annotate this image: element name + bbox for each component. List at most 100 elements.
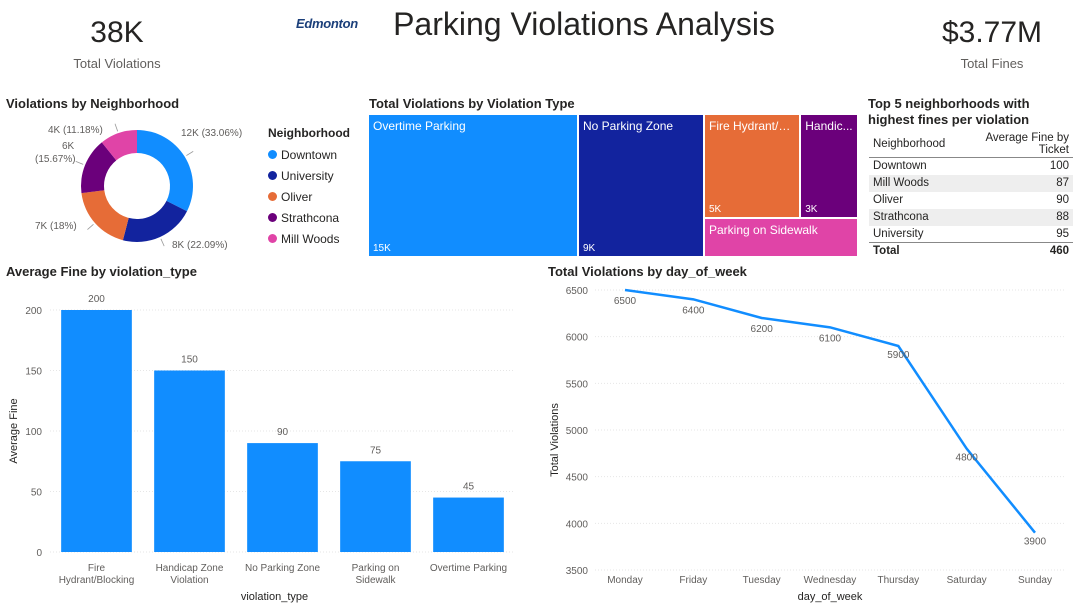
- treemap-title: Total Violations by Violation Type: [369, 96, 575, 111]
- legend-item-university[interactable]: University: [268, 165, 350, 186]
- bar-y-tick: 200: [25, 306, 42, 317]
- table-row: Strathcona 88: [869, 208, 1073, 226]
- table-cell-avg-fine: 88: [949, 208, 1073, 226]
- bar-data-label: 150: [181, 355, 198, 366]
- treemap-label: No Parking Zone: [583, 119, 674, 133]
- donut-label-3-pct: (15.67%): [35, 154, 76, 165]
- table-total-row: Total 460: [869, 242, 1073, 260]
- table-total-label: Total: [869, 242, 950, 260]
- donut-label-4: 4K (11.18%): [48, 125, 103, 136]
- legend-item-downtown[interactable]: Downtown: [268, 144, 350, 165]
- legend-item-mill-woods[interactable]: Mill Woods: [268, 228, 350, 249]
- bar-x-tick: Overtime Parking: [430, 563, 507, 574]
- donut-slice-downtown[interactable]: [137, 130, 193, 212]
- table-cell-neighborhood: Downtown: [873, 160, 927, 173]
- treemap-cell-no-parking-zone[interactable]: No Parking Zone 9K: [579, 115, 703, 256]
- bar-y-tick: 0: [36, 548, 42, 559]
- treemap-label: Overtime Parking: [373, 119, 466, 133]
- table-row: Downtown 100: [869, 158, 1073, 175]
- bar-title: Average Fine by violation_type: [6, 264, 197, 279]
- bar-x-tick: Hydrant/Blocking: [59, 575, 135, 586]
- bar-x-axis-label: violation_type: [241, 591, 308, 603]
- line-data-label: 6400: [682, 305, 705, 316]
- total-violations-value: 38K: [90, 16, 144, 49]
- bar-x-tick: Fire: [88, 563, 106, 574]
- total-fines-value: $3.77M: [941, 16, 1043, 49]
- legend-label: Oliver: [281, 189, 313, 204]
- bar-3[interactable]: [340, 461, 411, 552]
- line-x-tick: Tuesday: [743, 575, 781, 586]
- bar-0[interactable]: [61, 310, 132, 552]
- treemap-value: 5K: [709, 204, 722, 215]
- legend-dot: [268, 234, 277, 243]
- top5-title: Top 5 neighborhoods with highest fines p…: [868, 96, 1030, 127]
- donut-slice-oliver[interactable]: [81, 190, 129, 241]
- legend-title: Neighborhood: [268, 126, 350, 140]
- legend-dot: [268, 192, 277, 201]
- legend-item-oliver[interactable]: Oliver: [268, 186, 350, 207]
- table-cell-avg-fine: 87: [949, 174, 1073, 192]
- treemap-value: 9K: [583, 243, 596, 254]
- line-x-tick: Saturday: [947, 575, 987, 586]
- bar-1[interactable]: [154, 370, 225, 553]
- treemap-cell-handicap-zone-violation[interactable]: Handic... 3K: [801, 115, 857, 217]
- treemap-cell-fire-hydrant-blocking[interactable]: Fire Hydrant/B... 5K: [705, 115, 800, 217]
- line-data-label: 6200: [751, 324, 774, 335]
- line-series[interactable]: [624, 288, 1036, 534]
- bar-x-tick: No Parking Zone: [245, 563, 320, 574]
- table-cell-avg-fine: 95: [1056, 227, 1069, 240]
- donut-chart[interactable]: 12K (33.06%) 8K (22.09%) 7K (18%) 4K (11.18…: [0, 112, 265, 262]
- legend-item-strathcona[interactable]: Strathcona: [268, 207, 350, 228]
- table-cell-neighborhood: University: [873, 227, 924, 240]
- table-row: University 95: [869, 226, 1073, 243]
- treemap-value: 15K: [373, 243, 391, 254]
- bar-data-label: 75: [370, 445, 382, 456]
- legend-dot: [268, 150, 277, 159]
- legend-dot: [268, 171, 277, 180]
- table-total-value: 460: [949, 242, 1073, 260]
- donut-label-0: 12K (33.06%): [181, 128, 242, 139]
- line-data-label: 6500: [614, 296, 637, 307]
- line-x-tick: Friday: [679, 575, 707, 586]
- top5-header-avg-fine: Average Fine by Ticket: [949, 131, 1073, 158]
- donut-slice-strathcona[interactable]: [81, 142, 117, 194]
- treemap-chart[interactable]: Overtime Parking 15K No Parking Zone 9K Fire…: [369, 115, 859, 258]
- line-y-tick: 6000: [566, 333, 589, 344]
- line-data-label: 3900: [1024, 537, 1047, 548]
- line-data-label: 6100: [819, 333, 842, 344]
- bar-2[interactable]: [247, 443, 318, 552]
- donut-legend: Neighborhood Downtown University Oliver Str…: [268, 126, 350, 249]
- donut-slice-university[interactable]: [122, 200, 188, 242]
- edmonton-logo: Edmonton: [296, 16, 358, 31]
- legend-label: Downtown: [281, 147, 338, 162]
- bar-y-tick: 50: [31, 488, 43, 499]
- bar-x-tick: Violation: [170, 575, 208, 586]
- donut-slice-mill-woods[interactable]: [101, 130, 137, 161]
- table-row: Mill Woods 87: [869, 174, 1073, 192]
- line-y-tick: 4000: [566, 519, 589, 530]
- line-y-tick: 6500: [566, 286, 589, 297]
- line-x-tick: Sunday: [1018, 575, 1052, 586]
- bar-y-axis-label: Average Fine: [8, 398, 20, 463]
- treemap-cell-parking-on-sidewalk[interactable]: Parking on Sidewalk: [705, 219, 857, 256]
- line-y-tick: 3500: [566, 566, 589, 577]
- line-y-tick: 4500: [566, 473, 589, 484]
- line-data-label: 5900: [887, 350, 910, 361]
- line-y-tick: 5000: [566, 426, 589, 437]
- line-chart[interactable]: 3500 4000 4500 5000 5500 6000 6500 6500 Monday 64…: [540, 280, 1080, 604]
- page-title: Parking Violations Analysis: [393, 6, 775, 42]
- treemap-label: Handic...: [805, 119, 853, 133]
- table-cell-neighborhood: Strathcona: [869, 208, 950, 226]
- bar-data-label: 90: [277, 427, 289, 438]
- bar-4[interactable]: [433, 497, 504, 552]
- top5-table: Neighborhood Average Fine by Ticket Down…: [869, 131, 1073, 260]
- treemap-label: Parking on Sidewalk: [709, 223, 818, 237]
- line-x-tick: Wednesday: [804, 575, 857, 586]
- treemap-label: Fire Hydrant/B...: [709, 119, 797, 133]
- bar-x-tick: Sidewalk: [355, 575, 396, 586]
- bar-data-label: 200: [88, 294, 105, 305]
- line-y-axis-label: Total Violations: [549, 403, 561, 477]
- bar-x-tick: Parking on: [352, 563, 400, 574]
- treemap-cell-overtime-parking[interactable]: Overtime Parking 15K: [369, 115, 577, 256]
